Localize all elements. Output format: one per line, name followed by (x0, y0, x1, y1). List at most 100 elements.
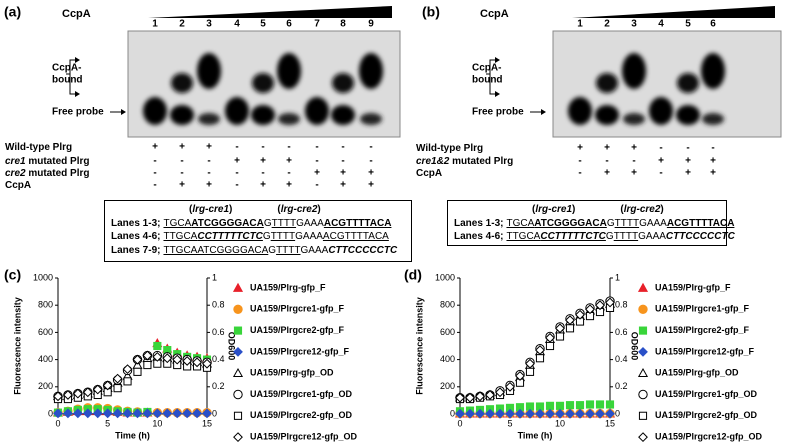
row-mark: - (261, 168, 264, 179)
gel-band (198, 113, 220, 125)
gel-band (251, 105, 275, 125)
row-label: CcpA (416, 168, 442, 179)
arrow-head (495, 57, 500, 63)
legend-label: UA159/Plrg-gfp_F (655, 282, 731, 292)
marker (102, 408, 113, 419)
concentration-wedge (148, 6, 392, 18)
gel-band (143, 97, 167, 125)
bracket-arrow (486, 59, 496, 95)
marker (133, 367, 142, 376)
text-segment: ( (189, 204, 193, 215)
marker (585, 304, 595, 315)
lane-number: 3 (631, 19, 637, 30)
marker (638, 411, 648, 420)
y2-tick-label: 0.4 (615, 354, 628, 364)
row-mark: - (287, 168, 290, 179)
y-tick-label: 800 (38, 300, 53, 310)
marker (192, 357, 202, 368)
marker (565, 324, 575, 333)
sequence-line: Lanes 1-3; TGCAATCGGGGACAGTTTTGAAAACGTTTT… (111, 217, 405, 231)
y-tick-label: 600 (38, 327, 53, 337)
text-segment: cre2 (5, 168, 26, 179)
row-mark: + (577, 143, 583, 154)
y2-tick-label: 0.8 (212, 300, 225, 310)
marker (545, 401, 555, 410)
y2-tick-label: 0.2 (212, 381, 225, 391)
sequence-segment: GAAA (639, 217, 667, 229)
y2-tick-label: 0.2 (615, 381, 628, 391)
marker (575, 401, 585, 410)
header-label: (lrg-cre1) (189, 204, 232, 215)
marker (505, 408, 515, 419)
x-tick-label: 15 (202, 418, 212, 428)
marker (465, 392, 475, 403)
text-segment: CcpA (5, 180, 31, 191)
marker (638, 389, 648, 400)
marker (545, 332, 555, 343)
bound-label: CcpA- (472, 63, 501, 74)
sequence-line: Lanes 7-9; TTGCAATCGGGGACAGTTTTGAAACTTCCC… (111, 244, 405, 258)
text-segment: ) (229, 204, 233, 215)
row-mark: + (685, 168, 691, 179)
marker (565, 315, 575, 326)
text-segment: ) (660, 204, 664, 215)
row-label: cre1 mutated Plrg (5, 156, 89, 167)
gel-band (676, 105, 700, 125)
marker (233, 326, 243, 335)
arrow-head (75, 91, 80, 97)
marker (555, 408, 565, 419)
text-segment: ( (532, 204, 536, 215)
row-mark: + (260, 156, 266, 167)
row-mark: - (235, 142, 238, 153)
gel-band (360, 113, 382, 125)
text-segment: lrg-cre2 (623, 204, 661, 215)
marker (485, 390, 495, 400)
text-segment: ) (572, 204, 576, 215)
marker (142, 350, 153, 361)
sequence-box: (lrg-cre1) (lrg-cre2) Lanes 1-3; TGCAATCGGG… (447, 200, 735, 246)
y2-tick-label: 0.4 (212, 354, 225, 364)
text-segment: lrg-cre2 (280, 204, 318, 215)
sequence-segment: TTTT (614, 217, 640, 229)
panel-label: (a) (4, 4, 21, 20)
row-mark: - (369, 142, 372, 153)
sequence-segment: CCTTTTTCTC (540, 231, 606, 242)
sequence-segment: TTTT (270, 231, 296, 242)
text-segment: Wild-type Plrg (5, 142, 72, 153)
lane-number: 5 (685, 19, 691, 30)
marker (132, 408, 143, 419)
sequence-segment: ACGTTTTACA (323, 217, 392, 229)
marker (638, 304, 648, 314)
row-mark: - (207, 168, 210, 179)
row-mark: - (605, 156, 608, 167)
marker (475, 408, 485, 419)
marker (495, 408, 505, 419)
gel-band (701, 53, 725, 89)
marker (152, 351, 163, 362)
gel-band (649, 97, 673, 125)
y-tick-label: 0 (48, 408, 53, 418)
marker (153, 341, 162, 351)
marker (465, 408, 475, 419)
sequence-segment: CTTCCCCCTC (665, 231, 735, 242)
lanes-label: Lanes 4-6; (454, 231, 504, 242)
arrow-head (75, 57, 80, 63)
row-mark: - (180, 156, 183, 167)
marker (535, 408, 545, 419)
marker (72, 408, 83, 419)
row-mark: + (286, 156, 292, 167)
marker (202, 408, 212, 419)
marker (113, 384, 122, 393)
marker (182, 356, 193, 366)
sequence-segment: G (606, 217, 615, 229)
sequence-segment: ATCGGGGACA (191, 217, 264, 229)
gel-band (225, 97, 249, 125)
lane-number: 8 (340, 19, 346, 30)
row-mark: + (368, 168, 374, 179)
row-mark: + (179, 142, 185, 153)
legend-label: UA159/Plrg-gfp_F (250, 282, 326, 292)
row-mark: + (152, 142, 158, 153)
marker (233, 346, 243, 357)
marker (585, 408, 595, 419)
x-tick-label: 0 (457, 418, 462, 428)
